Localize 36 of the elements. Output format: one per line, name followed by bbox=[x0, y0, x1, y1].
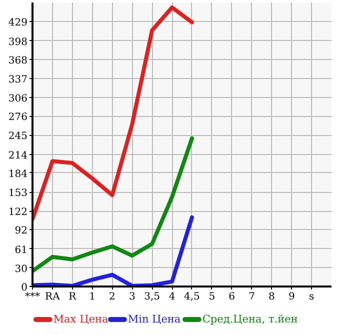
line-series bbox=[32, 215, 194, 286]
x-tick-label: 5 bbox=[208, 292, 216, 302]
x-tick-label: 3 bbox=[128, 292, 136, 302]
y-tick-label: 61 bbox=[14, 244, 28, 256]
y-tick-label: 337 bbox=[8, 74, 28, 86]
y-tick-label: 122 bbox=[8, 207, 28, 218]
x-tick-label: 8 bbox=[268, 292, 275, 302]
x-tick-label: 9 bbox=[288, 292, 295, 302]
y-tick-label: 92 bbox=[14, 226, 28, 237]
x-tick-label: 4,5 bbox=[184, 292, 200, 302]
y-tick-label: 214 bbox=[8, 150, 28, 162]
y-tick-label: 276 bbox=[8, 112, 28, 124]
line-series bbox=[32, 136, 194, 274]
x-tick-label: *** bbox=[25, 292, 40, 302]
x-tick-label: 3,5 bbox=[144, 292, 160, 302]
y-tick-label: 368 bbox=[8, 55, 28, 66]
x-tick-label: 6 bbox=[228, 292, 236, 302]
y-tick-label: 30 bbox=[14, 264, 28, 275]
y-tick-label: 398 bbox=[8, 36, 28, 48]
x-tick-label: 1 bbox=[89, 292, 96, 302]
x-tick-label: 2 bbox=[109, 292, 116, 302]
x-tick-label: s bbox=[309, 292, 314, 302]
x-tick-label: 7 bbox=[248, 292, 255, 302]
y-tick-label: 429 bbox=[8, 18, 28, 29]
y-tick-label: 245 bbox=[8, 131, 28, 142]
x-tick-label: RA bbox=[45, 292, 61, 302]
y-tick-label: 153 bbox=[8, 188, 28, 200]
y-tick-label: 184 bbox=[8, 168, 28, 180]
y-tick-label: 0 bbox=[21, 282, 28, 294]
legend-label: Сред.Цена, т.йен bbox=[202, 314, 298, 326]
y-tick-label: 306 bbox=[8, 94, 28, 105]
line-series bbox=[32, 5, 194, 222]
x-tick-label: R bbox=[68, 292, 77, 302]
legend-label: Min Цена bbox=[128, 314, 181, 326]
x-tick-label: 4 bbox=[168, 292, 176, 302]
legend-label: Max Цена bbox=[53, 314, 108, 326]
